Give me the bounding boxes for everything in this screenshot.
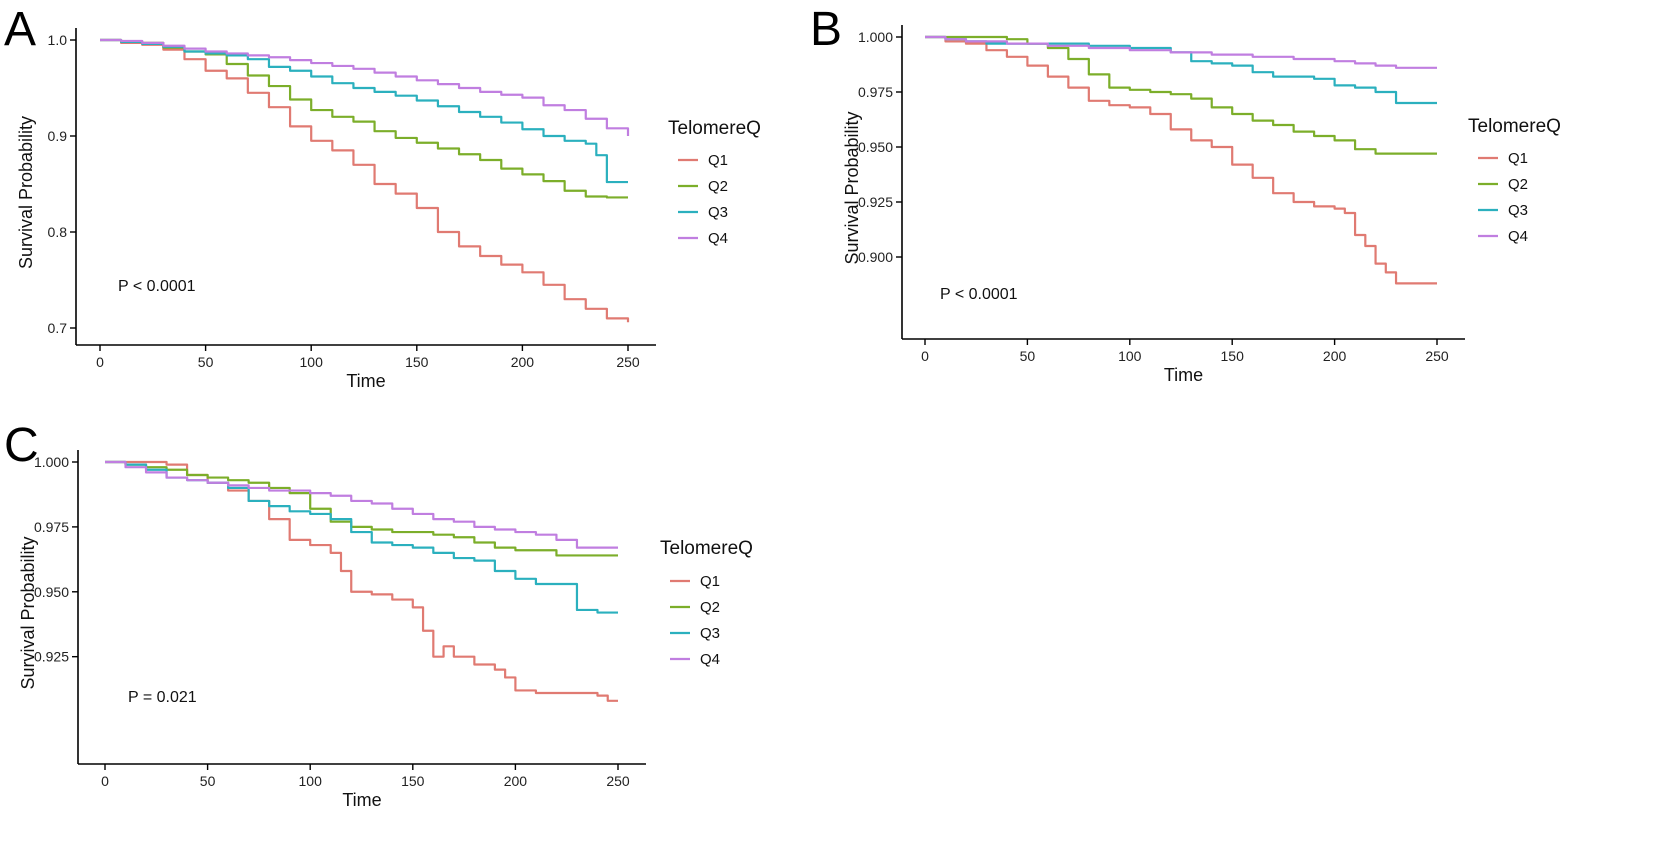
x-axis-title-b: Time — [1164, 365, 1203, 385]
y-tick-label-b: 0.975 — [858, 84, 893, 100]
legend-title-b: TelomereQ — [1468, 116, 1561, 137]
x-tick-label-b: 0 — [921, 348, 929, 364]
panel-letter-c: C — [4, 419, 39, 472]
series-line-q4-c — [105, 460, 618, 549]
x-axis-title-c: Time — [342, 790, 381, 810]
legend-label-q2-b: Q2 — [1508, 176, 1528, 193]
legend-title-a: TelomereQ — [668, 118, 761, 139]
y-tick-label-c: 0.925 — [34, 649, 69, 665]
series-line-q2-b — [925, 35, 1437, 155]
legend-title-c: TelomereQ — [660, 538, 753, 559]
series-line-q1-b — [925, 35, 1437, 285]
series-line-q1-a — [100, 38, 630, 323]
y-tick-label-c: 0.950 — [34, 584, 69, 600]
legend-label-q3-b: Q3 — [1508, 202, 1528, 219]
legend-label-q1-b: Q1 — [1508, 150, 1528, 167]
km-plot-a: 0 50 100 150 200 250 0.7 0.8 0.9 1.0 Time Survival … — [16, 28, 761, 391]
x-tick-label-c: 150 — [401, 773, 425, 789]
legend-label-q1-a: Q1 — [708, 152, 728, 169]
series-line-q2-c — [105, 460, 618, 557]
p-value-c: P = 0.021 — [128, 689, 197, 706]
legend-label-q4-c: Q4 — [700, 651, 720, 668]
y-axis-title-c: Survival Probability — [18, 536, 38, 689]
x-tick-label-c: 100 — [299, 773, 323, 789]
p-value-b: P < 0.0001 — [940, 286, 1018, 303]
legend-label-q1-c: Q1 — [700, 573, 720, 590]
series-line-q3-a — [100, 38, 628, 184]
x-tick-label-b: 50 — [1020, 348, 1036, 364]
series-line-q4-b — [925, 35, 1437, 69]
km-panel-c: C 0 50 100 150 200 250 0.925 0.950 0.975 1.000 Tim… — [0, 420, 830, 856]
x-tick-label-b: 150 — [1221, 348, 1245, 364]
x-tick-label-c: 0 — [101, 773, 109, 789]
km-plot-b: 0 50 100 150 200 250 0.900 0.925 0.950 0.975 1.000… — [842, 25, 1561, 385]
x-tick-label-b: 200 — [1323, 348, 1347, 364]
x-tick-label-a: 250 — [616, 354, 640, 370]
y-tick-label-a: 0.9 — [48, 128, 68, 144]
y-tick-label-b: 0.900 — [858, 249, 893, 265]
x-tick-label-a: 150 — [405, 354, 429, 370]
km-panel-b: B 0 50 100 150 200 250 0.900 0.925 0.950 0.975 1.0… — [810, 0, 1654, 420]
series-line-q1-c — [105, 460, 618, 702]
panel-letter-b: B — [810, 3, 843, 56]
y-tick-label-a: 0.8 — [48, 224, 68, 240]
panel-letter-a: A — [4, 3, 37, 56]
legend-label-q2-c: Q2 — [700, 599, 720, 616]
y-axis-title-a: Survival Probability — [16, 116, 36, 269]
legend-label-q3-c: Q3 — [700, 625, 720, 642]
y-tick-label-a: 0.7 — [48, 320, 68, 336]
x-tick-label-b: 250 — [1425, 348, 1449, 364]
legend-label-q2-a: Q2 — [708, 178, 728, 195]
x-tick-label-c: 50 — [200, 773, 216, 789]
series-line-q4-a — [100, 38, 630, 136]
x-tick-label-a: 0 — [96, 354, 104, 370]
y-tick-label-c: 0.975 — [34, 519, 69, 535]
km-panel-a: A 0 50 100 150 200 250 0.7 0.8 0.9 1.0 Time Surviva… — [0, 0, 761, 420]
x-axis-title-a: Time — [346, 371, 385, 391]
y-tick-label-b: 0.925 — [858, 194, 893, 210]
series-line-q3-c — [105, 460, 618, 614]
y-tick-label-a: 1.0 — [48, 32, 68, 48]
y-axis-title-b: Survival Probability — [842, 111, 862, 264]
x-tick-label-a: 100 — [300, 354, 324, 370]
x-tick-label-c: 250 — [606, 773, 630, 789]
legend-label-q3-a: Q3 — [708, 204, 728, 221]
x-tick-label-b: 100 — [1118, 348, 1142, 364]
legend-label-q4-a: Q4 — [708, 230, 728, 247]
y-tick-label-b: 1.000 — [858, 29, 893, 45]
x-tick-label-a: 200 — [511, 354, 535, 370]
km-plot-c: 0 50 100 150 200 250 0.925 0.950 0.975 1.000 Time S… — [18, 450, 753, 810]
p-value-a: P < 0.0001 — [118, 278, 196, 295]
series-line-q3-b — [925, 35, 1437, 105]
series-line-q2-a — [100, 38, 628, 199]
x-tick-label-a: 50 — [198, 354, 214, 370]
y-tick-label-c: 1.000 — [34, 454, 69, 470]
legend-label-q4-b: Q4 — [1508, 228, 1528, 245]
y-tick-label-b: 0.950 — [858, 139, 893, 155]
x-tick-label-c: 200 — [504, 773, 528, 789]
